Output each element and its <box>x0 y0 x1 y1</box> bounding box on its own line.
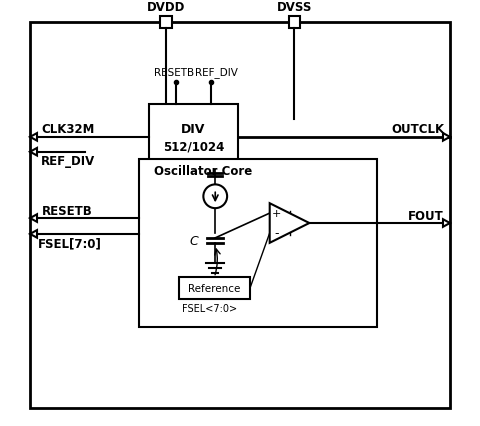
Bar <box>179 278 250 299</box>
Circle shape <box>204 185 227 209</box>
Text: 512/1024: 512/1024 <box>163 140 224 153</box>
Text: FSEL[7:0]: FSEL[7:0] <box>38 237 102 250</box>
Polygon shape <box>443 220 450 227</box>
Text: +: + <box>272 209 281 219</box>
Bar <box>160 17 172 29</box>
Text: FSEL<7:0>: FSEL<7:0> <box>182 303 237 314</box>
Bar <box>288 17 300 29</box>
Text: CLK32M: CLK32M <box>41 123 95 136</box>
Polygon shape <box>30 149 37 156</box>
Text: DVSS: DVSS <box>277 1 312 14</box>
Polygon shape <box>30 215 37 222</box>
Text: C: C <box>189 234 198 247</box>
Text: DIV: DIV <box>181 123 205 136</box>
Polygon shape <box>443 134 450 141</box>
Text: RESETB: RESETB <box>154 67 194 78</box>
Text: DVDD: DVDD <box>146 1 185 14</box>
Polygon shape <box>30 230 37 238</box>
Text: OUTCLK: OUTCLK <box>392 123 445 136</box>
Bar <box>30 23 450 408</box>
Text: FOUT: FOUT <box>408 209 444 222</box>
Text: Oscillator Core: Oscillator Core <box>154 164 252 178</box>
Text: RESETB: RESETB <box>42 204 93 217</box>
Polygon shape <box>270 204 309 243</box>
Text: Reference: Reference <box>188 284 240 294</box>
Bar <box>149 105 238 169</box>
Polygon shape <box>30 134 37 141</box>
Bar <box>139 159 377 327</box>
Text: -: - <box>275 227 279 240</box>
Text: REF_DIV: REF_DIV <box>195 67 238 78</box>
Text: REF_DIV: REF_DIV <box>41 155 95 168</box>
